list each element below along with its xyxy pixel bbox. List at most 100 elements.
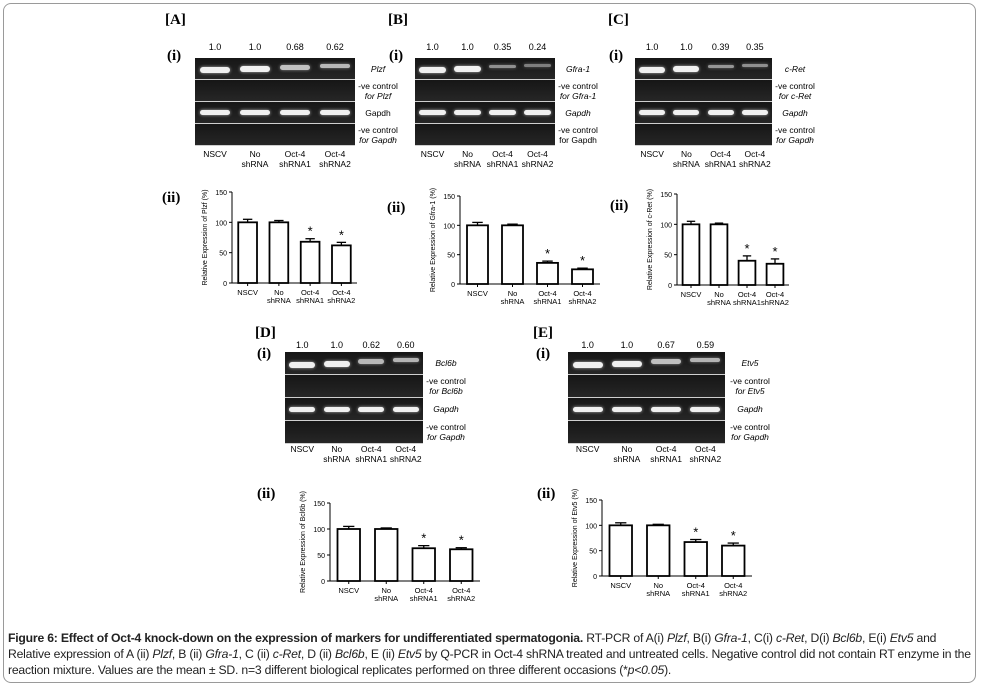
lane-label: Oct-4 shRNA2 — [310, 149, 360, 169]
lane-label: Oct-4 shRNA1 — [346, 444, 396, 464]
band-value: 0.24 — [528, 42, 547, 52]
gel-band — [323, 360, 350, 367]
lane-label-line: No — [331, 444, 343, 454]
lane-label-line: shRNA2 — [689, 454, 722, 464]
lane-label-line: Oct-4 — [284, 149, 306, 159]
lane-label-line: NSCV — [640, 149, 664, 159]
chart-sublabel: (ii) — [162, 190, 181, 206]
lane-label: Oct-4 shRNA1 — [641, 444, 691, 464]
panel-letter: [C] — [608, 12, 629, 28]
panel-letter: [A] — [165, 12, 186, 28]
caption-segment: Gfra-1 — [205, 647, 239, 661]
gel-row-label: -ve control for Gapdh — [343, 125, 413, 145]
caption-segment: by Q-PCR in Oct-4 shRNA treated and untr… — [8, 647, 971, 677]
lane-label: Oct-4 shRNA2 — [381, 444, 431, 464]
row-label-line: c-Ret — [784, 64, 806, 74]
lane-label-line: shRNA2 — [319, 159, 351, 169]
gel-band — [392, 406, 419, 412]
gel-row-label: Etv5 — [715, 358, 785, 368]
gel-band — [279, 110, 311, 115]
gel-image — [635, 58, 772, 146]
gel-row — [415, 58, 555, 80]
gel-row-label: -ve control for Bcl6b — [411, 376, 481, 396]
lane-label-line: shRNA — [323, 454, 351, 464]
gel-band — [199, 110, 231, 115]
band-value: 0.62 — [362, 340, 381, 350]
gel-band — [489, 64, 516, 69]
gel-row — [635, 58, 772, 80]
gel-band — [673, 110, 700, 115]
gel-row — [195, 102, 355, 124]
lane-label-line: shRNA1 — [486, 159, 519, 169]
lane-label-line: Oct-4 — [492, 149, 513, 159]
caption-segment: , C (ii) — [238, 647, 273, 661]
gel-row — [415, 102, 555, 124]
row-label-line: -ve control — [426, 422, 466, 432]
gel-row — [415, 124, 555, 146]
gel-row — [285, 375, 423, 398]
row-label-line: -ve control — [775, 125, 815, 135]
gel-band — [239, 66, 271, 72]
lane-label: NSCV — [190, 149, 240, 159]
gel-band — [572, 361, 603, 368]
lane-label-line: NSCV — [420, 149, 445, 159]
lane-label: Oct-4 shRNA2 — [730, 149, 780, 169]
gel-band — [419, 110, 446, 115]
band-value: 1.0 — [248, 42, 262, 52]
lane-label-line: shRNA2 — [389, 454, 422, 464]
gel-row — [568, 352, 725, 375]
row-label-line: for Gapdh — [427, 432, 465, 442]
lane-label-line: NSCV — [290, 444, 315, 454]
gel-row — [285, 398, 423, 421]
row-label-line: Etv5 — [741, 358, 759, 368]
lane-label: No shRNA — [661, 149, 711, 169]
lane-label: NSCV — [408, 149, 458, 159]
gel-band — [358, 406, 385, 412]
band-value: 0.68 — [286, 42, 304, 52]
caption-segment: ). — [664, 663, 672, 677]
row-label-line: for Etv5 — [735, 386, 765, 396]
gel-row — [568, 421, 725, 444]
row-label-line: for Gapdh — [559, 135, 597, 145]
gel-band — [524, 63, 551, 67]
row-label-line: -ve control — [558, 81, 598, 91]
gel-row-label: -ve control for c-Ret — [760, 81, 830, 101]
gel-band — [319, 110, 351, 115]
band-value: 1.0 — [581, 340, 594, 350]
lane-label: No shRNA — [230, 149, 280, 169]
row-label-line: Gapdh — [782, 108, 808, 118]
gel-image — [285, 352, 423, 444]
lane-label-line: shRNA — [454, 159, 481, 169]
gel-row — [415, 80, 555, 102]
gel-band — [289, 361, 316, 368]
lane-label-line: No — [621, 444, 633, 454]
band-value: 1.0 — [208, 42, 222, 52]
caption-segment: Bcl6b — [832, 631, 863, 645]
lane-label: Oct-4 shRNA2 — [513, 149, 563, 169]
row-label-line: -ve control — [426, 376, 466, 386]
row-label-line: Bcl6b — [435, 358, 457, 368]
gel-image — [415, 58, 555, 146]
lane-label: NSCV — [277, 444, 327, 454]
lane-label-line: Oct-4 — [655, 444, 677, 454]
row-label-line: for Bcl6b — [429, 386, 463, 396]
lane-label-line: shRNA2 — [521, 159, 554, 169]
lane-label-line: No — [680, 149, 692, 159]
caption-segment: p<0.05 — [627, 663, 665, 677]
gel-row-label: Gapdh — [411, 404, 481, 414]
lane-label-line: Oct-4 — [324, 149, 346, 159]
caption-segment: c-Ret — [272, 647, 301, 661]
row-label-line: -ve control — [730, 376, 770, 386]
caption-segment: , B(i) — [686, 631, 715, 645]
row-label-line: Gapdh — [565, 108, 591, 118]
caption-segment: RT-PCR of A(i) — [583, 631, 667, 645]
lane-label-line: NSCV — [575, 444, 600, 454]
caption-segment: , D(i) — [804, 631, 833, 645]
gel-row — [568, 375, 725, 398]
row-label-line: for Plzf — [364, 91, 392, 101]
row-label-line: for c-Ret — [778, 91, 812, 101]
chart-sublabel: (ii) — [387, 200, 406, 216]
band-value: 1.0 — [426, 42, 439, 52]
lane-label: No shRNA — [312, 444, 362, 464]
